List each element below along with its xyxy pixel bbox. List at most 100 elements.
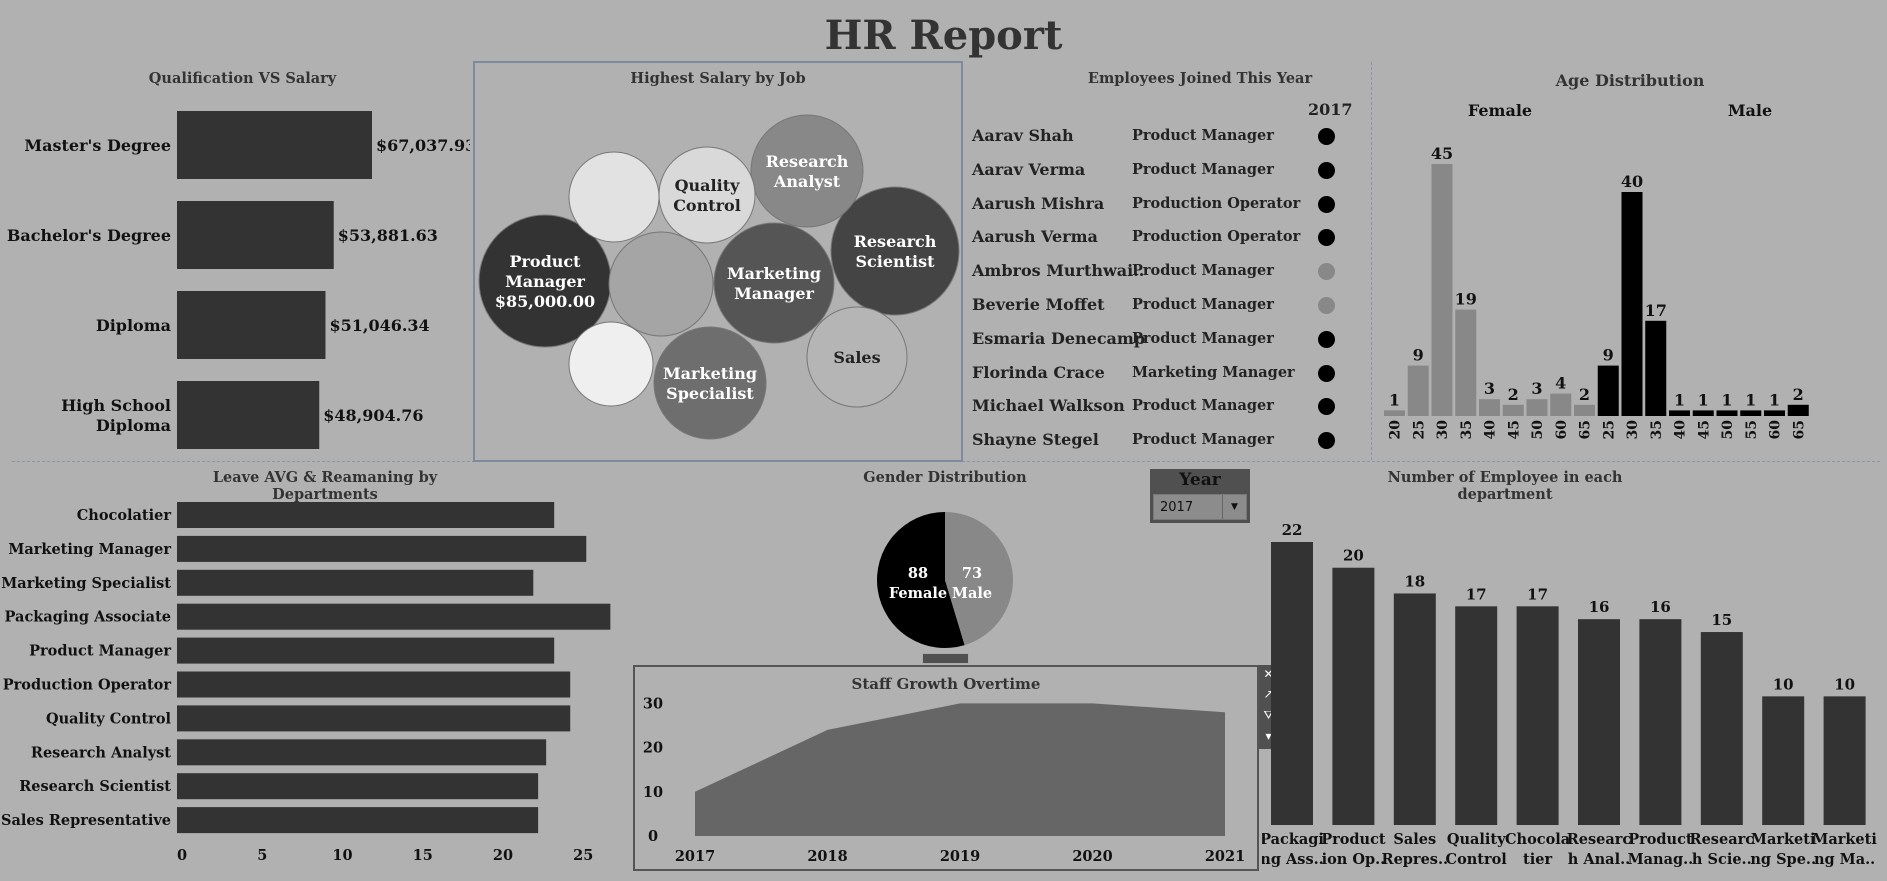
job-bubble[interactable]	[713, 222, 835, 344]
more-options-icon[interactable]: ▾	[1265, 729, 1272, 743]
dept-bar[interactable]	[1516, 606, 1559, 825]
column-divider	[1371, 62, 1372, 460]
employee-dot	[1318, 398, 1335, 416]
staff-xtick-label: 2018	[807, 848, 847, 865]
job-bubble[interactable]	[653, 326, 767, 440]
chevron-down-icon[interactable]: ▼	[1222, 495, 1246, 519]
leave-bar[interactable]	[177, 705, 571, 732]
job-bubble[interactable]	[608, 231, 714, 337]
leave-bar[interactable]	[177, 535, 587, 562]
filter-icon[interactable]: ⛛	[1263, 708, 1274, 722]
age-bar[interactable]	[1455, 309, 1477, 416]
qualification-bar[interactable]	[177, 201, 334, 269]
resize-handle[interactable]	[922, 653, 969, 664]
staff-ytick-label: 10	[643, 784, 663, 801]
leave-bar[interactable]	[177, 671, 571, 698]
age-bar[interactable]	[1550, 393, 1572, 416]
leave-bar[interactable]	[177, 637, 555, 664]
employee-row[interactable]: Esmaria Denecamp Product Manager	[972, 325, 1367, 353]
job-bubble[interactable]	[658, 146, 756, 244]
dept-bar[interactable]	[1762, 696, 1805, 825]
dept-bar[interactable]	[1455, 606, 1498, 825]
employee-name: Aarav Shah	[972, 126, 1074, 145]
leave-category-label: Marketing Specialist	[1, 575, 171, 592]
leave-bar[interactable]	[177, 603, 611, 630]
leave-bar[interactable]	[177, 773, 539, 800]
age-value-label: 40	[1621, 172, 1643, 191]
gender-name-label: Male	[952, 585, 992, 602]
age-value-label: 1	[1745, 390, 1756, 409]
leave-tick-label: 5	[257, 847, 267, 864]
employee-row[interactable]: Aarush Mishra Production Operator	[972, 190, 1367, 218]
leave-bar[interactable]	[177, 739, 547, 766]
employee-row[interactable]: Beverie Moffet Product Manager	[972, 291, 1367, 319]
qualification-bar[interactable]	[177, 291, 326, 359]
employee-row[interactable]: Aarav Verma Product Manager	[972, 156, 1367, 184]
qualification-bar[interactable]	[177, 111, 372, 179]
leave-bar[interactable]	[177, 807, 539, 834]
age-bar[interactable]	[1502, 404, 1524, 416]
staff-xtick-label: 2019	[940, 848, 980, 865]
dept-bar[interactable]	[1578, 619, 1620, 825]
employee-row[interactable]: Aarush Verma Production Operator	[972, 223, 1367, 251]
employee-row[interactable]: Shayne Stegel Product Manager	[972, 426, 1367, 454]
age-bar[interactable]	[1621, 192, 1643, 416]
employee-dot	[1318, 161, 1335, 179]
dept-bar[interactable]	[1332, 567, 1375, 825]
gender-slice[interactable]	[945, 512, 1013, 646]
age-bar[interactable]	[1692, 410, 1714, 416]
age-tick-label: 40	[1483, 420, 1499, 440]
age-tick-label: 25	[1601, 420, 1617, 439]
age-bar[interactable]	[1787, 404, 1809, 416]
leave-tick-label: 0	[177, 847, 187, 864]
dept-bar[interactable]	[1639, 619, 1682, 825]
job-bubble[interactable]	[750, 114, 864, 228]
qualification-value-label: $67,037.93	[376, 136, 470, 155]
age-bar[interactable]	[1716, 410, 1738, 416]
leave-bar[interactable]	[177, 502, 555, 528]
job-bubble[interactable]	[830, 186, 960, 316]
dept-bar[interactable]	[1393, 593, 1436, 825]
dept-bar[interactable]	[1271, 542, 1313, 825]
job-bubble[interactable]	[568, 151, 660, 243]
leave-category-label: Research Scientist	[19, 778, 171, 795]
year-filter[interactable]: 2017 ▼	[1150, 491, 1250, 523]
age-bar[interactable]	[1431, 164, 1453, 416]
age-bar[interactable]	[1764, 410, 1785, 416]
gender-value-label: 73	[962, 565, 982, 582]
employee-row[interactable]: Ambros Murthwai.. Product Manager	[972, 257, 1367, 285]
employee-row[interactable]: Florinda Crace Marketing Manager	[972, 359, 1367, 387]
qualification-bar[interactable]	[177, 381, 320, 449]
year-select-field[interactable]: 2017 ▼	[1153, 494, 1247, 520]
leave-bar[interactable]	[177, 569, 534, 596]
age-tick-label: 65	[1578, 420, 1594, 439]
age-tick-label: 30	[1435, 420, 1451, 440]
age-bar[interactable]	[1384, 410, 1405, 416]
dept-bar[interactable]	[1700, 632, 1743, 825]
job-bubble[interactable]	[806, 306, 908, 408]
age-bar[interactable]	[1574, 404, 1595, 416]
staff-xtick-label: 2021	[1205, 848, 1245, 865]
age-bar[interactable]	[1526, 399, 1548, 416]
gender-value-label: 88	[908, 565, 928, 582]
dept-category-label: Manag..	[1628, 851, 1694, 868]
dept-category-label: Quality	[1447, 831, 1506, 848]
staff-area[interactable]	[695, 703, 1225, 836]
dept-bar[interactable]	[1823, 696, 1866, 825]
age-bar[interactable]	[1479, 399, 1500, 416]
age-bar[interactable]	[1669, 410, 1690, 416]
age-bar[interactable]	[1740, 410, 1762, 416]
employee-row[interactable]: Michael Walkson Product Manager	[972, 392, 1367, 420]
employee-job: Product Manager	[1132, 329, 1274, 347]
employee-row[interactable]: Aarav Shah Product Manager	[972, 122, 1367, 150]
dept-category-label: Chocola	[1505, 831, 1571, 848]
gender-slice[interactable]	[877, 512, 965, 648]
age-bar[interactable]	[1597, 365, 1619, 416]
age-bar[interactable]	[1645, 320, 1667, 416]
external-link-icon[interactable]: ↗	[1263, 687, 1274, 701]
job-bubble[interactable]	[568, 321, 654, 407]
age-bar[interactable]	[1407, 365, 1429, 416]
leave-tick-label: 15	[413, 847, 433, 864]
employee-job: Production Operator	[1132, 194, 1301, 212]
close-icon[interactable]: ✕	[1263, 667, 1274, 681]
